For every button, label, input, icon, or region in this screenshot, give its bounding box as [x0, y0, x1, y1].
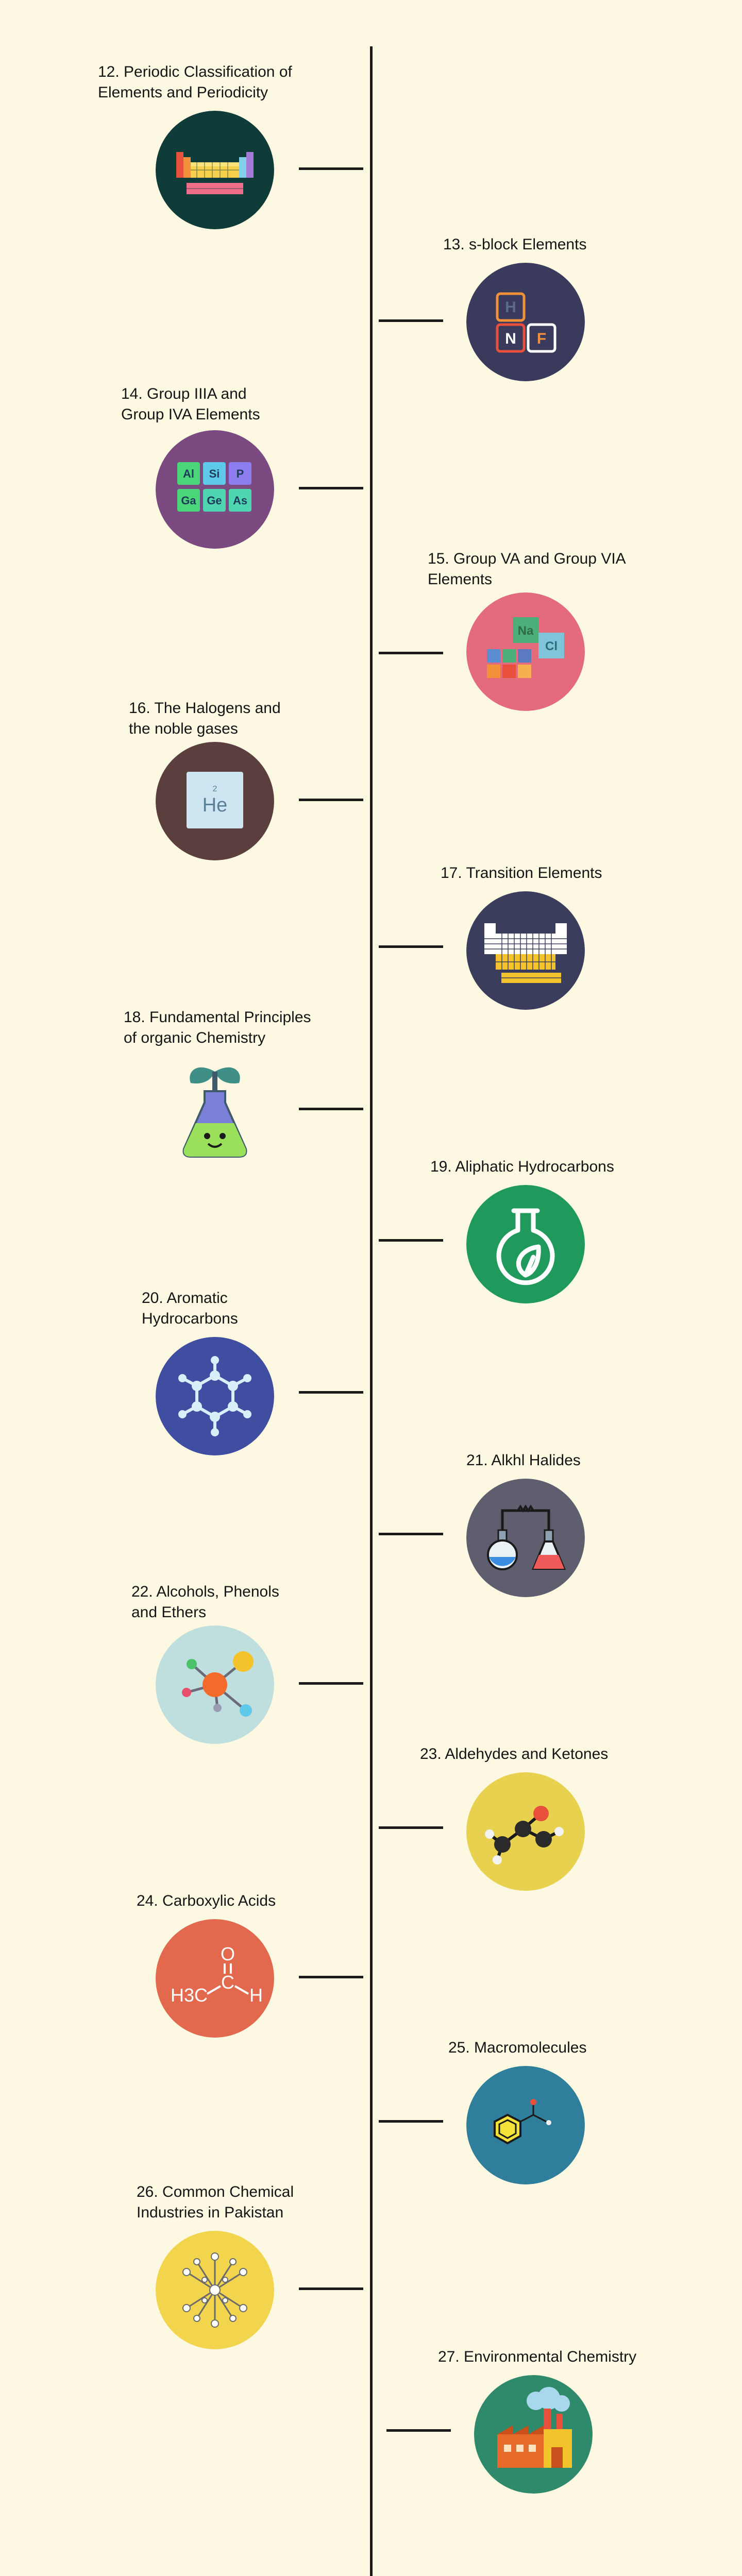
timeline-axis	[370, 46, 373, 2576]
cell-cl: Cl	[545, 639, 558, 653]
flask-plant-icon	[156, 1051, 274, 1170]
cell-ga: Ga	[181, 494, 196, 507]
cell-p: P	[237, 467, 244, 480]
timeline-connector	[386, 2429, 451, 2432]
timeline-connector	[379, 1533, 443, 1535]
chapter-title: 25. Macromolecules	[448, 2039, 587, 2056]
chapter-14[interactable]: 14. Group IIIA and Group IVA Elements Al…	[0, 384, 371, 549]
element-blocks-icon: Na Cl	[466, 592, 585, 711]
chapter-title: 24. Carboxylic Acids	[137, 1892, 276, 1909]
chapter-12[interactable]: 12. Periodic Classification of Elements …	[0, 62, 371, 229]
helium-number: 2	[213, 785, 217, 793]
chapter-title: 21. Alkhl Halides	[466, 1452, 581, 1469]
chapter-title: 20. Aromatic Hydrocarbons	[142, 1290, 238, 1327]
chapter-16[interactable]: 16. The Halogens and the noble gases 2 H…	[0, 698, 371, 860]
chapter-15[interactable]: 15. Group VA and Group VIA Elements Na C…	[371, 549, 742, 711]
timeline-connector	[299, 799, 363, 801]
chapter-26[interactable]: 26. Common Chemical Industries in Pakist…	[0, 2182, 371, 2349]
chapter-title: 23. Aldehydes and Ketones	[420, 1745, 609, 1762]
formula-oxygen: O	[221, 1943, 235, 1964]
formula-hydrogen: H	[249, 1985, 263, 2006]
svg-text:F: F	[537, 330, 546, 347]
chapter-18[interactable]: 18. Fundamental Principles of organic Ch…	[0, 1007, 371, 1162]
molecule-model-icon	[156, 1625, 274, 1744]
chapter-title: 17. Transition Elements	[441, 865, 602, 882]
timeline-connector	[299, 1682, 363, 1685]
benzene-molecule-icon	[156, 1337, 274, 1455]
factory-pollution-icon	[474, 2375, 593, 2494]
timeline-connector	[299, 1976, 363, 1978]
timeline-connector	[379, 1239, 443, 1242]
helium-tile-icon: 2 He	[156, 742, 274, 860]
timeline-connector	[379, 1826, 443, 1829]
chapter-17[interactable]: 17. Transition Elements	[371, 863, 742, 1018]
chapter-title: 15. Group VA and Group VIA Elements	[428, 550, 626, 588]
timeline-connector	[379, 2120, 443, 2123]
chapter-title: 22. Alcohols, Phenols and Ethers	[131, 1583, 279, 1621]
timeline-connector	[379, 945, 443, 948]
chapter-title: 18. Fundamental Principles of organic Ch…	[124, 1009, 311, 1046]
chapter-22[interactable]: 22. Alcohols, Phenols and Ethers	[0, 1582, 371, 1744]
periodic-table-icon	[156, 111, 274, 229]
chapter-21[interactable]: 21. Alkhl Halides	[371, 1450, 742, 1605]
cell-na: Na	[518, 624, 534, 638]
cell-as: As	[233, 494, 247, 507]
timeline-connector	[379, 319, 443, 322]
transition-table-icon	[466, 891, 585, 1010]
ball-stick-molecule-icon	[466, 1772, 585, 1891]
timeline-connector	[299, 1108, 363, 1110]
helium-symbol: He	[203, 794, 228, 816]
crystal-structure-icon	[156, 2231, 274, 2349]
chapter-title: 27. Environmental Chemistry	[438, 2348, 637, 2365]
chapter-19[interactable]: 19. Aliphatic Hydrocarbons	[371, 1157, 742, 1311]
chapter-title: 19. Aliphatic Hydrocarbons	[430, 1158, 614, 1175]
timeline-connector	[379, 652, 443, 654]
acetaldehyde-formula-icon: O C H H3C	[156, 1919, 274, 2038]
element-grid-icon: Al Si P Ga Ge As	[156, 430, 274, 549]
cell-al: Al	[183, 467, 194, 480]
timeline-connector	[299, 487, 363, 489]
chapter-20[interactable]: 20. Aromatic Hydrocarbons	[0, 1288, 371, 1455]
cell-ge: Ge	[207, 494, 222, 507]
chapter-13[interactable]: 13. s-block Elements H N F	[371, 234, 742, 389]
formula-carbon: C	[221, 1972, 234, 1993]
chapter-25[interactable]: 25. Macromolecules	[371, 2038, 742, 2192]
chapter-27[interactable]: 27. Environmental Chemistry	[371, 2347, 742, 2501]
benzene-ring-icon	[466, 2066, 585, 2184]
chapter-title: 26. Common Chemical Industries in Pakist…	[137, 2183, 294, 2221]
timeline-connector	[299, 2287, 363, 2290]
leaf-flask-icon	[466, 1185, 585, 1303]
chapter-title: 16. The Halogens and the noble gases	[129, 700, 281, 737]
chapter-24[interactable]: 24. Carboxylic Acids O C H H3C	[0, 1891, 371, 2045]
cell-si: Si	[209, 467, 220, 480]
svg-text:H: H	[505, 299, 516, 316]
svg-text:N: N	[505, 330, 516, 347]
formula-methyl: H3C	[171, 1985, 208, 2006]
chapter-title: 13. s-block Elements	[443, 236, 587, 253]
chapter-title: 12. Periodic Classification of Elements …	[98, 63, 292, 101]
timeline-connector	[299, 167, 363, 170]
timeline-connector	[299, 1391, 363, 1394]
chapter-23[interactable]: 23. Aldehydes and Ketones	[371, 1744, 742, 1899]
element-tiles-icon: H N F	[466, 263, 585, 381]
chapter-title: 14. Group IIIA and Group IVA Elements	[121, 385, 260, 423]
lab-flasks-icon	[466, 1479, 585, 1597]
